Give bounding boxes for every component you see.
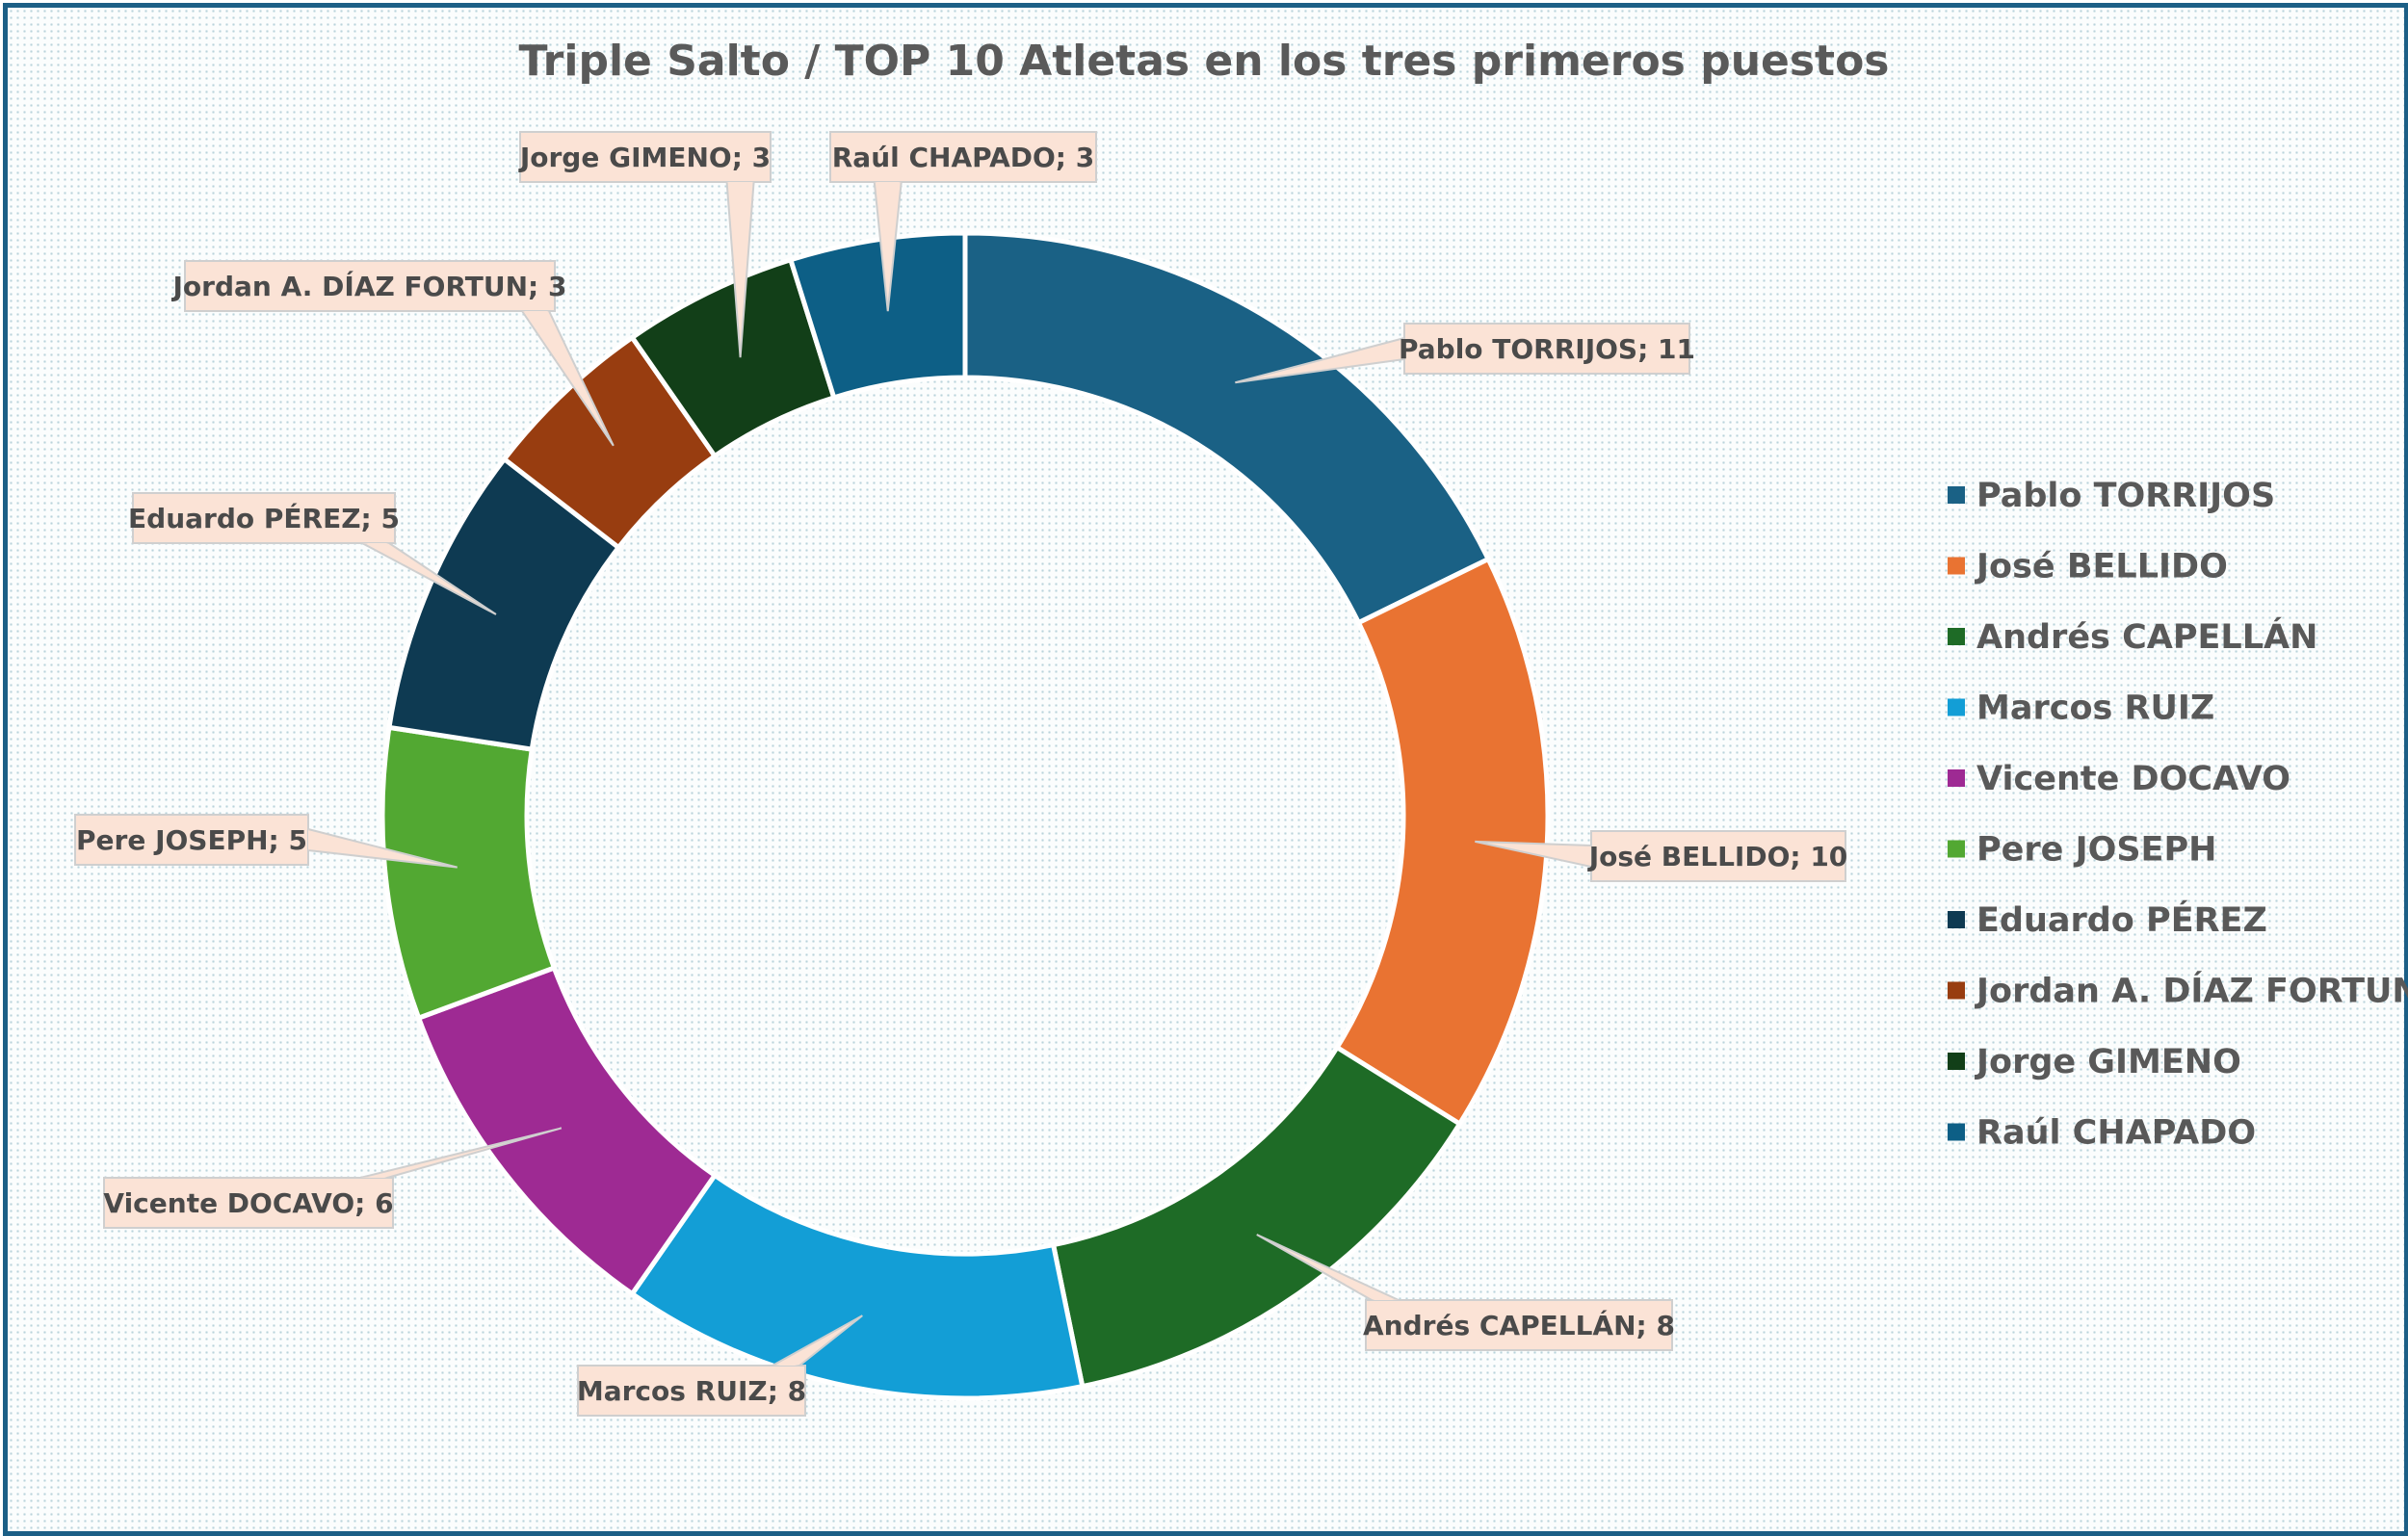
legend-item-pablo-torrijos: Pablo TORRIJOS — [1948, 477, 2275, 515]
slice-raul-chapado — [787, 230, 968, 402]
callout-box — [1403, 323, 1690, 375]
data-label: José BELLIDO; 10 — [1587, 841, 1848, 872]
data-label: Pere JOSEPH; 5 — [76, 824, 307, 856]
legend: Pablo TORRIJOS José BELLIDO Andrés CAPELLÁ… — [1948, 477, 2408, 1153]
slice-jose-bellido — [1333, 556, 1551, 1128]
data-label: Andrés CAPELLÁN; 8 — [1363, 1309, 1675, 1341]
legend-label: Pablo TORRIJOS — [1976, 477, 2275, 515]
callout-seam — [726, 182, 754, 190]
data-label: Eduardo PÉREZ; 5 — [128, 502, 400, 534]
callout-seam — [362, 543, 389, 546]
chart-frame — [3, 3, 2408, 1536]
callout-seam — [1397, 338, 1404, 359]
callout-seam — [1372, 1297, 1399, 1300]
legend-swatch — [1948, 486, 1965, 504]
legend-item-andres-capellan: Andrés CAPELLÁN — [1948, 616, 2317, 657]
callout-box — [74, 814, 309, 866]
legend-swatch — [1948, 840, 1965, 858]
legend-swatch — [1948, 628, 1965, 645]
slice-pablo-torrijos — [962, 230, 1492, 626]
callout-box — [1365, 1299, 1673, 1351]
legend-swatch — [1948, 769, 1965, 787]
callout-box — [184, 260, 556, 312]
callout-seam — [360, 1175, 387, 1178]
callout-box — [519, 131, 772, 183]
legend-item-marcos-ruiz: Marcos RUIZ — [1948, 690, 2214, 728]
callout-marcos-ruiz: Marcos RUIZ; 8 — [577, 1315, 863, 1417]
callout-box — [829, 131, 1097, 183]
legend-label: Jordan A. DÍAZ FORTUN — [1975, 971, 2408, 1011]
legend-swatch — [1948, 1123, 1965, 1141]
callout-andres-capellan: Andrés CAPELLÁN; 8 — [1256, 1234, 1675, 1351]
callout-pere-joseph: Pere JOSEPH; 5 — [74, 814, 458, 869]
legend-swatch — [1948, 698, 1965, 716]
callout-pablo-torrijos: Pablo TORRIJOS; 11 — [1235, 323, 1695, 384]
callout-seam — [1586, 846, 1591, 867]
data-label: Pablo TORRIJOS; 11 — [1399, 333, 1695, 365]
data-label: Jordan A. DÍAZ FORTUN; 3 — [171, 270, 567, 302]
callout-box — [132, 492, 396, 544]
legend-swatch — [1948, 1053, 1965, 1070]
legend-label: Jorge GIMENO — [1975, 1043, 2241, 1081]
data-label: Raúl CHAPADO; 3 — [832, 142, 1094, 173]
legend-label: Eduardo PÉREZ — [1976, 899, 2267, 940]
legend-label: José BELLIDO — [1975, 548, 2228, 586]
callout-jose-bellido: José BELLIDO; 10 — [1475, 830, 1848, 882]
data-label: Jorge GIMENO; 3 — [518, 142, 771, 173]
legend-item-jorge-gimeno: Jorge GIMENO — [1948, 1043, 2241, 1081]
legend-label: Marcos RUIZ — [1976, 690, 2214, 728]
doughnut-slices — [380, 230, 1551, 1401]
callout-seam — [522, 311, 549, 317]
callout-eduardo-perez: Eduardo PÉREZ; 5 — [128, 492, 497, 615]
legend-label: Andrés CAPELLÁN — [1976, 616, 2317, 657]
callout-jordan-a-diaz-fortun: Jordan A. DÍAZ FORTUN; 3 — [171, 260, 615, 447]
data-label-callouts: Pablo TORRIJOS; 11 José BELLIDO; 10 Andrés… — [74, 131, 1848, 1417]
slice-pere-joseph — [380, 724, 558, 1022]
data-label: Marcos RUIZ; 8 — [577, 1375, 806, 1407]
legend-label: Pere JOSEPH — [1976, 831, 2216, 870]
callout-seam — [874, 182, 902, 188]
legend-label: Vicente DOCAVO — [1976, 760, 2290, 798]
legend-item-jose-bellido: José BELLIDO — [1948, 548, 2228, 586]
data-label: Vicente DOCAVO; 6 — [103, 1187, 393, 1219]
callout-seam — [772, 1363, 799, 1366]
legend-swatch — [1948, 911, 1965, 928]
legend-swatch — [1948, 557, 1965, 575]
legend-item-raul-chapado: Raúl CHAPADO — [1948, 1114, 2256, 1153]
callout-vicente-docavo: Vicente DOCAVO; 6 — [103, 1127, 563, 1229]
callout-box — [577, 1365, 806, 1417]
chart-title: Triple Salto / TOP 10 Atletas en los tre… — [519, 37, 1890, 86]
legend-item-vicente-docavo: Vicente DOCAVO — [1948, 760, 2290, 798]
legend-label: Raúl CHAPADO — [1976, 1114, 2256, 1153]
callout-jorge-gimeno: Jorge GIMENO; 3 — [518, 131, 772, 358]
legend-item-jordan-a-diaz-fortun: Jordan A. DÍAZ FORTUN — [1948, 971, 2408, 1011]
legend-swatch — [1948, 981, 1965, 1000]
legend-item-pere-joseph: Pere JOSEPH — [1948, 831, 2216, 870]
callout-box — [103, 1177, 394, 1229]
callout-seam — [308, 829, 315, 850]
legend-item-eduardo-perez: Eduardo PÉREZ — [1948, 899, 2267, 940]
callout-raul-chapado: Raúl CHAPADO; 3 — [829, 131, 1097, 312]
